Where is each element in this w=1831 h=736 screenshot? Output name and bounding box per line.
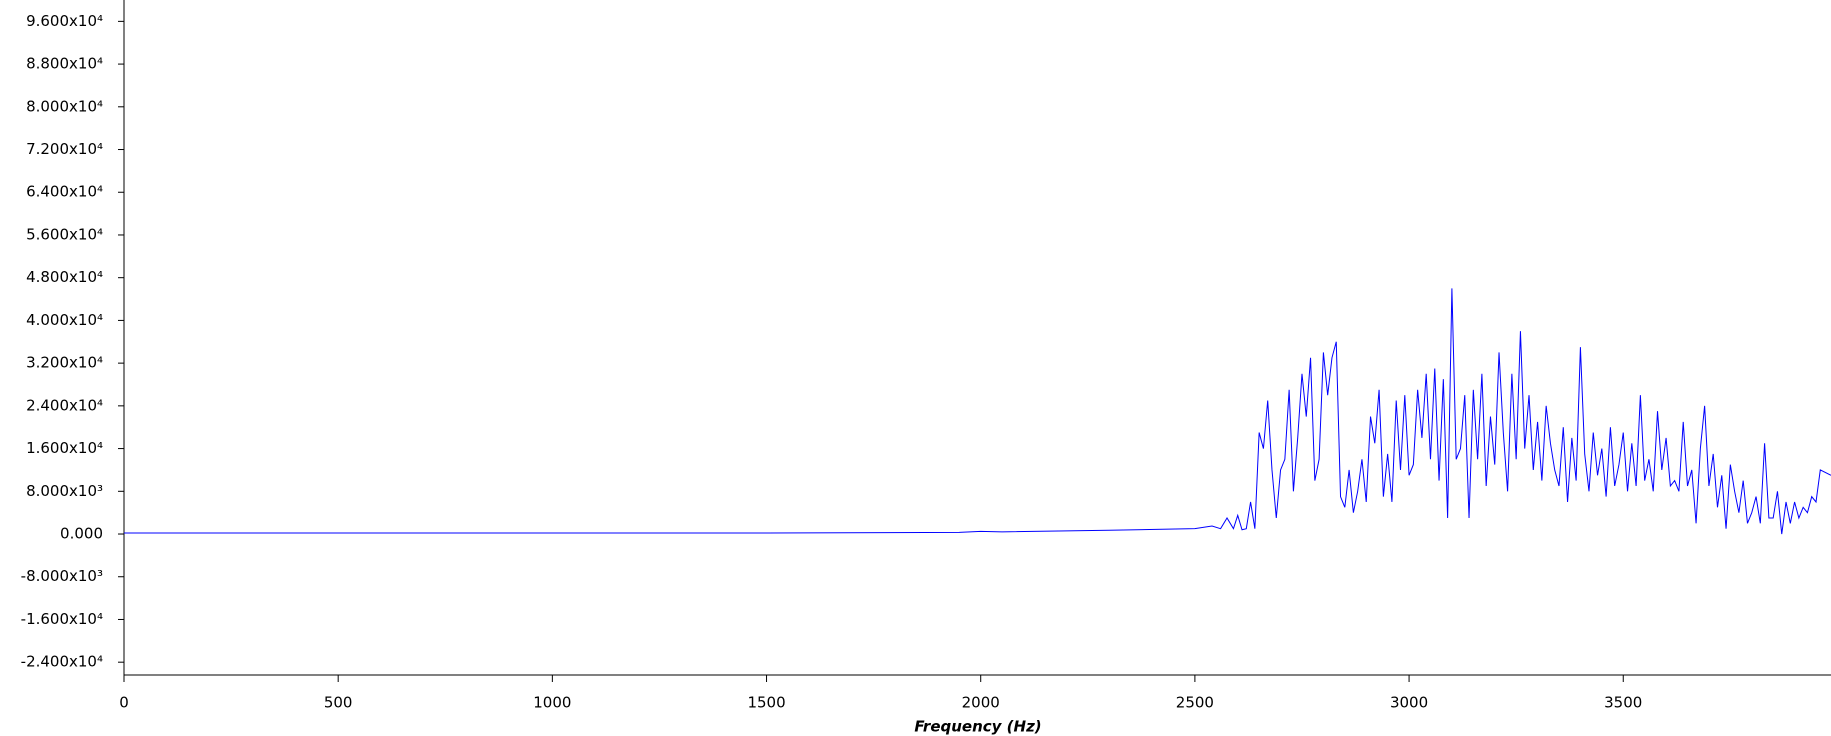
y-tick-label: 8.000x10³ (26, 482, 103, 500)
y-tick-label: 4.800x10⁴ (26, 268, 103, 286)
y-tick-label: 7.200x10⁴ (26, 140, 103, 158)
y-tick-label: 1.600x10⁴ (26, 439, 103, 457)
x-axis-title: Frequency (Hz) (914, 718, 1041, 736)
y-tick-label: 3.200x10⁴ (26, 354, 103, 372)
y-tick-label: 2.400x10⁴ (26, 396, 103, 414)
y-tick-label: -1.600x10⁴ (21, 610, 103, 628)
y-tick-label: 8.000x10⁴ (26, 97, 103, 115)
x-tick-label: 3000 (1390, 694, 1428, 712)
y-tick-label: 6.400x10⁴ (26, 183, 103, 201)
spectrum-line (124, 288, 1831, 535)
y-tick-label: 9.600x10⁴ (26, 12, 103, 30)
x-tick-label: 3500 (1604, 694, 1642, 712)
x-tick-label: 0 (119, 694, 129, 712)
y-tick-label: 4.000x10⁴ (26, 311, 103, 329)
y-tick-label: 0.000 (60, 525, 103, 543)
x-tick-label: 1000 (533, 694, 571, 712)
x-tick-label: 1500 (747, 694, 785, 712)
y-tick-label: 8.800x10⁴ (26, 55, 103, 73)
x-tick-label: 2500 (1176, 694, 1214, 712)
y-tick-label: -2.400x10⁴ (21, 653, 103, 671)
y-tick-label: -8.000x10³ (21, 567, 103, 585)
x-tick-label: 500 (324, 694, 353, 712)
x-tick-label: 2000 (962, 694, 1000, 712)
y-tick-label: 5.600x10⁴ (26, 225, 103, 243)
